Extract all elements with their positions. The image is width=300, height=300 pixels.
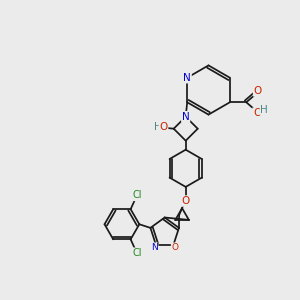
Text: Cl: Cl <box>132 190 142 200</box>
Text: H: H <box>154 122 162 132</box>
Text: O: O <box>172 243 178 252</box>
Text: O: O <box>253 108 261 118</box>
Text: O: O <box>254 86 262 96</box>
Text: N: N <box>183 73 191 83</box>
Text: N: N <box>182 112 190 122</box>
Text: N: N <box>151 243 158 252</box>
Text: Cl: Cl <box>132 248 142 258</box>
Text: H: H <box>260 105 268 115</box>
Text: O: O <box>182 196 190 206</box>
Text: O: O <box>159 122 168 132</box>
